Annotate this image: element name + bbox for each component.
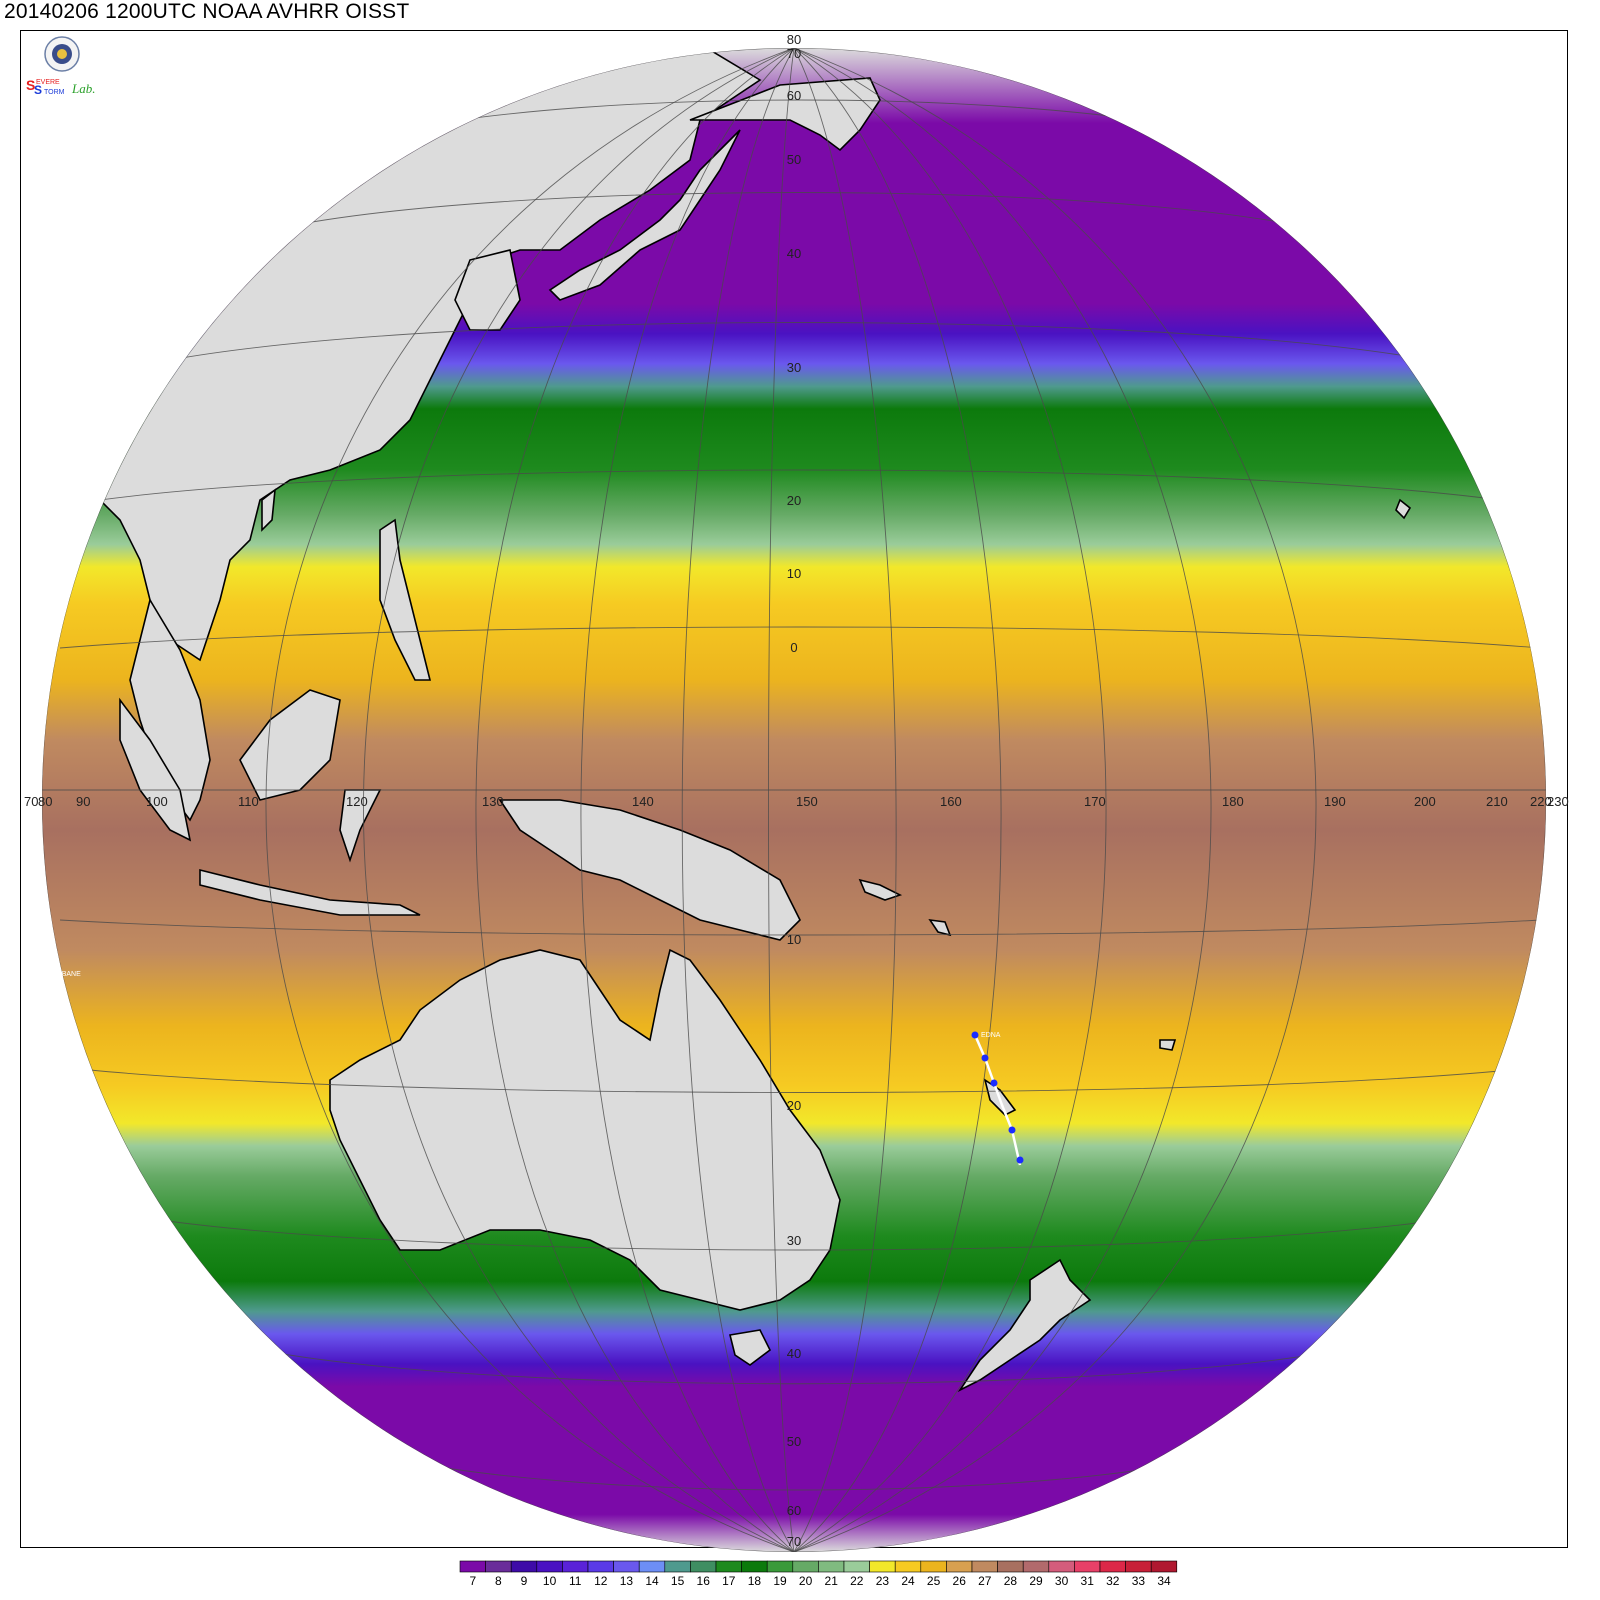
sumatra-island [119,697,192,842]
storm-label-fobane: FOBANE [52,971,81,978]
fiji-islands [1159,1039,1177,1051]
australia-landmass [329,948,841,1311]
svg-text:S: S [26,77,35,93]
lon-label-190: 190 [1324,794,1346,809]
hawaii-islands [1395,498,1412,520]
lon-label-120: 120 [346,794,368,809]
lon-label-230: 230 [1547,794,1569,809]
lat-label-60n: 60 [787,88,801,103]
lat-label-50n: 50 [787,152,801,167]
lat-label-80: 80 [787,32,801,47]
korea-peninsula [454,249,521,331]
lon-label-220: 220 [1530,794,1552,809]
svg-text:S: S [34,83,42,97]
lat-label-60s: 60 [787,1503,801,1518]
solomon-islands [858,878,903,901]
lat-label-10s: 10 [787,932,801,947]
lat-label-40s: 40 [787,1346,801,1361]
java-island [199,868,421,916]
tasmania-island [729,1329,772,1366]
lon-label-100: 100 [146,794,168,809]
lon-label-140: 140 [632,794,654,809]
lon-label-180: 180 [1222,794,1244,809]
graticule [42,48,1546,1552]
map-title: 20140206 1200UTC NOAA AVHRR OISST [4,0,410,23]
new-zealand-islands [957,1258,1092,1393]
storm-track-edna: EDNA [971,1031,1024,1166]
lon-label-200: 200 [1414,794,1436,809]
svg-text:Lab.: Lab. [71,81,95,96]
latitude-labels: 80 70 60 50 40 30 20 10 0 10 20 30 40 50… [787,32,801,1549]
lat-label-50s: 50 [787,1434,801,1449]
lat-label-20s: 20 [787,1098,801,1113]
taiwan-island [261,488,276,532]
lon-label-150: 150 [796,794,818,809]
lat-label-40n: 40 [787,246,801,261]
severe-storm-lab-logo: S EVERE S TORM Lab. [26,36,95,97]
lat-label-70n: 70 [787,46,801,61]
lat-label-70s: 70 [787,1534,801,1549]
lon-label-210: 210 [1486,794,1508,809]
borneo-island [239,689,341,801]
vanuatu-islands [928,918,952,937]
lon-label-110: 110 [238,794,259,809]
svg-text:TORM: TORM [44,89,65,96]
lon-label-130: 130 [482,794,504,809]
malay-peninsula [129,597,211,822]
lat-label-30s: 30 [787,1233,801,1248]
philippines-islands [379,518,432,681]
lat-label-0: 0 [790,640,797,655]
lon-label-160: 160 [940,794,962,809]
lat-label-10n: 10 [787,566,801,581]
globe-body: EDNA FOBANE [42,48,1546,1552]
lon-label-80: 80 [38,794,52,809]
lat-label-30n: 30 [787,360,801,375]
lat-label-20n: 20 [787,493,801,508]
japan-islands [548,129,741,301]
lon-label-170: 170 [1084,794,1106,809]
storm-label-edna: EDNA [981,1032,1001,1039]
svg-text:EVERE: EVERE [36,79,60,86]
lon-label-90: 90 [76,794,90,809]
longitude-labels: 70 80 90 100 110 120 130 140 150 160 170… [24,794,1569,809]
lon-label-70: 70 [24,794,38,809]
